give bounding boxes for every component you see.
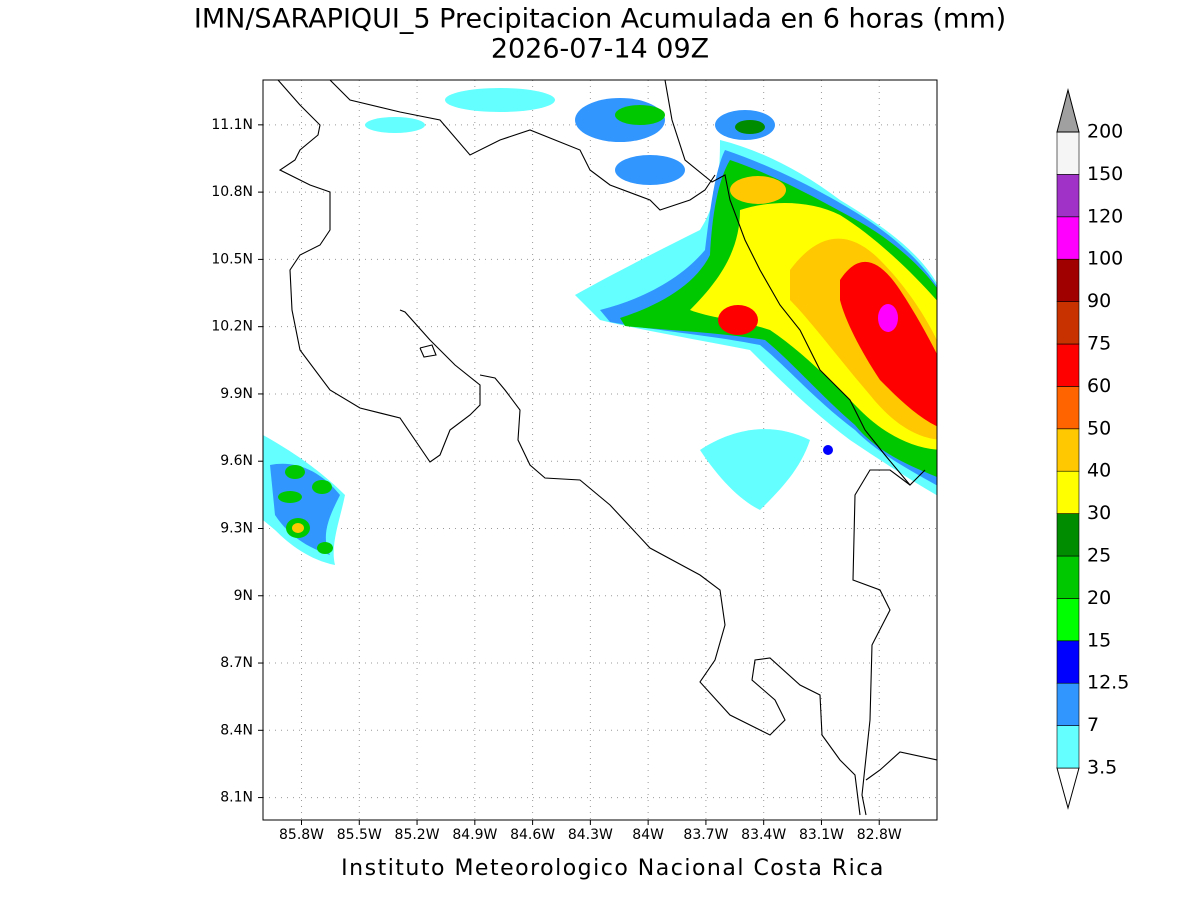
colorbar-label: 120: [1087, 205, 1123, 227]
colorbar-label: 12.5: [1087, 672, 1129, 694]
x-tick-label: 84.9W: [452, 827, 497, 843]
colorbar-box: [1056, 131, 1080, 175]
colorbar-box: [1056, 343, 1080, 387]
y-tick-label: 10.5N: [211, 251, 253, 267]
subtitle: 2026-07-14 09Z: [491, 34, 709, 65]
y-tick-label: 9.6N: [220, 453, 253, 469]
x-tick-label: 83.4W: [741, 827, 786, 843]
colorbar-label: 20: [1087, 587, 1111, 609]
colorbar-label: 15: [1087, 629, 1111, 651]
y-tick-label: 11.1N: [211, 117, 253, 133]
colorbar-label: 100: [1087, 248, 1123, 270]
x-tick-label: 84.3W: [568, 827, 613, 843]
colorbar-box: [1056, 258, 1080, 302]
colorbar-label: 60: [1087, 375, 1111, 397]
colorbar-label: 40: [1087, 460, 1111, 482]
grid: [263, 80, 937, 820]
x-tick-label: 85.2W: [395, 827, 440, 843]
y-tick-label: 9.3N: [220, 520, 253, 536]
colorbar-label: 200: [1087, 121, 1123, 143]
colorbar-box: [1056, 598, 1080, 642]
colorbar-label: 25: [1087, 545, 1111, 567]
precipitation: [263, 88, 937, 565]
colorbar-label: 50: [1087, 417, 1111, 439]
x-tick-label: 85.5W: [337, 827, 382, 843]
colorbar-over: [1056, 88, 1080, 133]
y-tick-label: 8.4N: [220, 722, 253, 738]
colorbar-box: [1056, 513, 1080, 557]
x-tick-label: 84W: [632, 827, 664, 843]
colorbar-label: 75: [1087, 333, 1111, 355]
colorbar: 3.5 7 12.5 15 20 25 30 40 50 60 75 90 100 120 150 200: [1056, 88, 1129, 810]
colorbar-label: 7: [1087, 714, 1099, 736]
colorbar-box: [1056, 174, 1080, 218]
colorbar-label: 3.5: [1087, 757, 1117, 779]
colorbar-label: 30: [1087, 502, 1111, 524]
colorbar-box: [1056, 682, 1080, 726]
x-tick-label: 83.7W: [683, 827, 728, 843]
y-tick-label: 10.8N: [211, 184, 253, 200]
map-frame: [262, 79, 938, 821]
colorbar-box: [1056, 725, 1080, 769]
footer: Instituto Meteorologico Nacional Costa R…: [341, 856, 885, 881]
coastlines: [277, 80, 937, 816]
x-tick-label: 83.1W: [799, 827, 844, 843]
colorbar-under: [1056, 767, 1080, 810]
y-tick-label: 8.1N: [220, 790, 253, 806]
x-tick-label: 85.8W: [279, 827, 324, 843]
colorbar-box: [1056, 555, 1080, 599]
y-tick-label: 9N: [234, 588, 253, 604]
title: IMN/SARAPIQUI_5 Precipitacion Acumulada …: [194, 4, 1006, 35]
colorbar-box: [1056, 216, 1080, 260]
colorbar-box: [1056, 386, 1080, 430]
colorbar-label: 150: [1087, 163, 1123, 185]
colorbar-box: [1056, 428, 1080, 472]
y-tick-label: 10.2N: [211, 319, 253, 335]
x-tick-label: 84.6W: [510, 827, 555, 843]
y-tick-label: 8.7N: [220, 655, 253, 671]
colorbar-label: 90: [1087, 290, 1111, 312]
colorbar-box: [1056, 470, 1080, 514]
colorbar-box: [1056, 640, 1080, 684]
colorbar-box: [1056, 301, 1080, 345]
x-tick-label: 82.8W: [857, 827, 902, 843]
y-tick-label: 9.9N: [220, 386, 253, 402]
